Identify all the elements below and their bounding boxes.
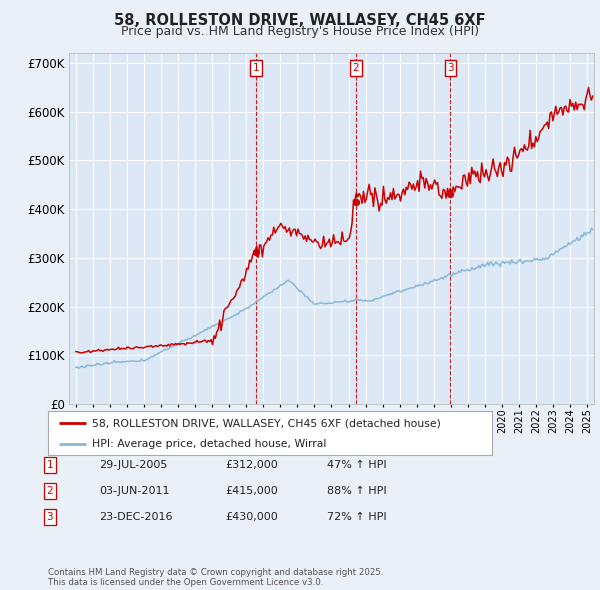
Text: 88% ↑ HPI: 88% ↑ HPI — [327, 486, 386, 496]
Text: 58, ROLLESTON DRIVE, WALLASEY, CH45 6XF (detached house): 58, ROLLESTON DRIVE, WALLASEY, CH45 6XF … — [92, 418, 441, 428]
Text: 29-JUL-2005: 29-JUL-2005 — [99, 460, 167, 470]
Text: £430,000: £430,000 — [225, 512, 278, 522]
Text: 2: 2 — [352, 63, 359, 73]
Point — [351, 197, 361, 206]
Text: 47% ↑ HPI: 47% ↑ HPI — [327, 460, 386, 470]
Text: 2: 2 — [46, 486, 53, 496]
Text: 1: 1 — [253, 63, 259, 73]
Text: £312,000: £312,000 — [225, 460, 278, 470]
Text: 23-DEC-2016: 23-DEC-2016 — [99, 512, 173, 522]
Text: Price paid vs. HM Land Registry's House Price Index (HPI): Price paid vs. HM Land Registry's House … — [121, 25, 479, 38]
Point — [446, 190, 455, 199]
Text: 3: 3 — [447, 63, 454, 73]
Text: 72% ↑ HPI: 72% ↑ HPI — [327, 512, 386, 522]
Text: HPI: Average price, detached house, Wirral: HPI: Average price, detached house, Wirr… — [92, 438, 327, 448]
Text: Contains HM Land Registry data © Crown copyright and database right 2025.
This d: Contains HM Land Registry data © Crown c… — [48, 568, 383, 587]
Text: £415,000: £415,000 — [225, 486, 278, 496]
Text: 03-JUN-2011: 03-JUN-2011 — [99, 486, 170, 496]
Point — [251, 247, 261, 257]
Text: 58, ROLLESTON DRIVE, WALLASEY, CH45 6XF: 58, ROLLESTON DRIVE, WALLASEY, CH45 6XF — [114, 13, 486, 28]
Text: 1: 1 — [46, 460, 53, 470]
Text: 3: 3 — [46, 512, 53, 522]
